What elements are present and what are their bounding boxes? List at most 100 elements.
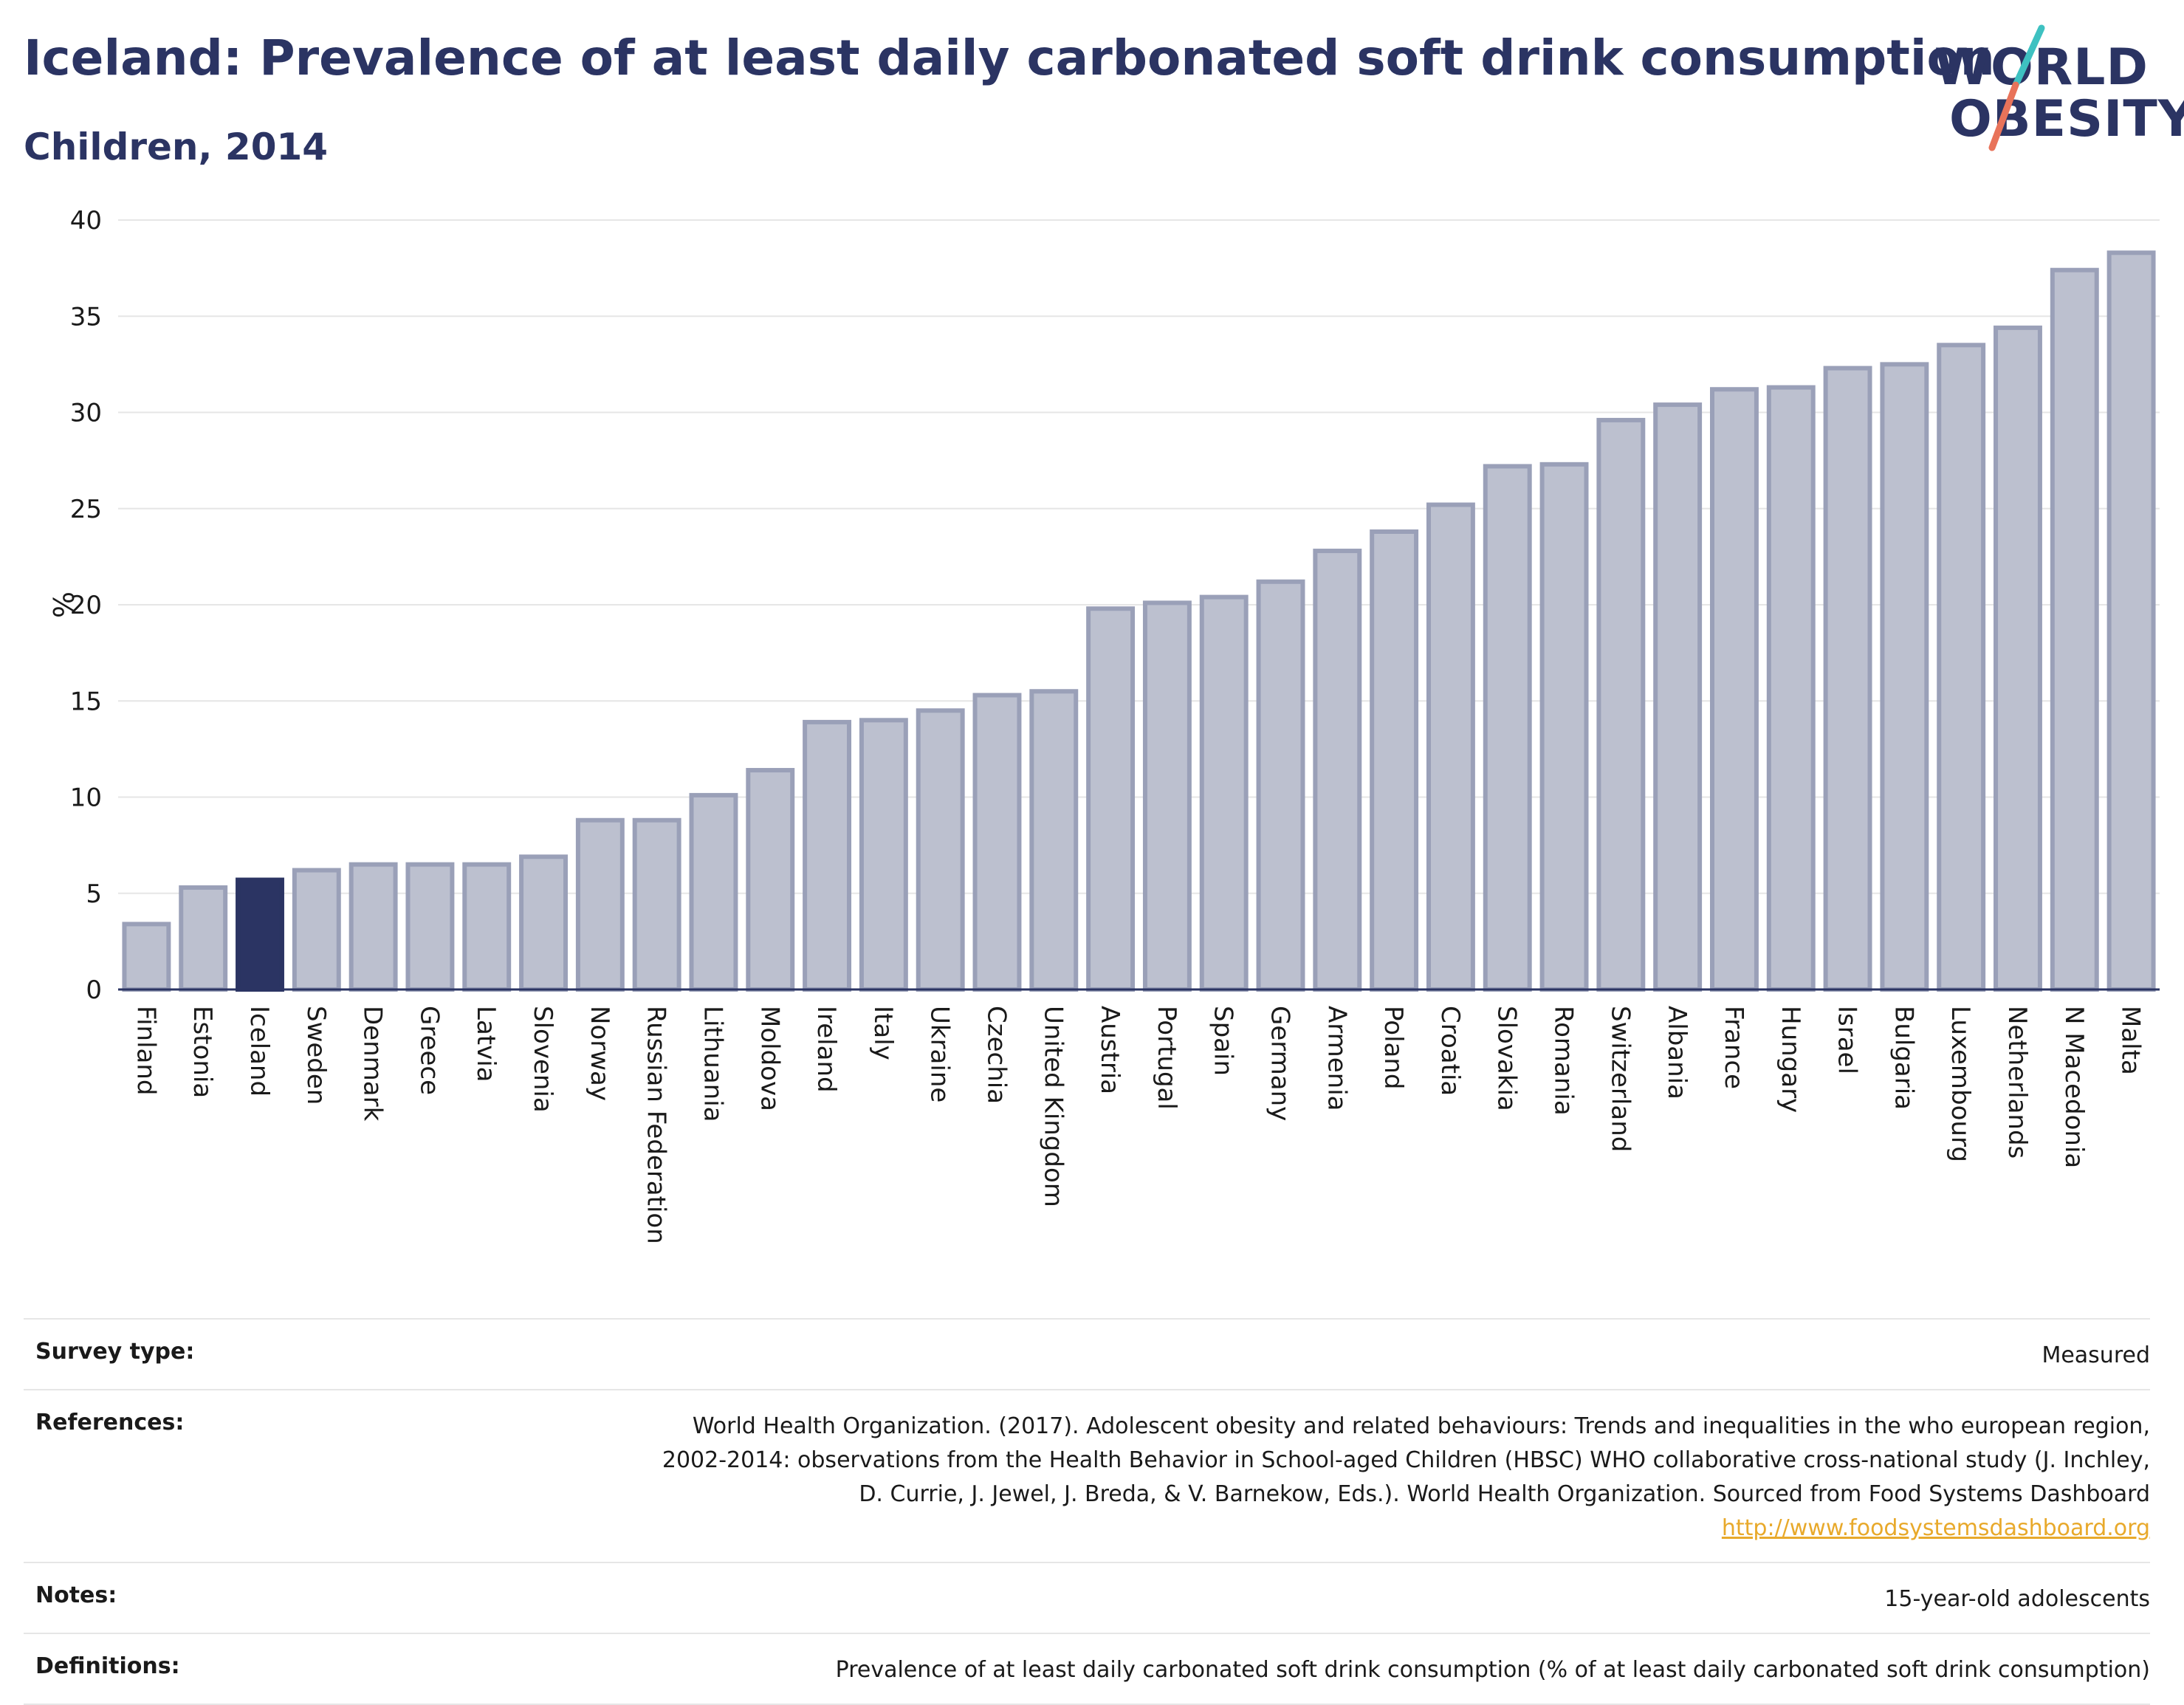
x-tick-label: Latvia bbox=[471, 1006, 501, 1083]
bar bbox=[689, 792, 738, 992]
x-tick-label: Spain bbox=[1209, 1006, 1238, 1076]
bar bbox=[1653, 402, 1703, 992]
bar bbox=[179, 885, 228, 992]
references-line-1: World Health Organization. (2017). Adole… bbox=[692, 1413, 2150, 1439]
y-axis-label: % bbox=[47, 591, 79, 618]
references-row: References: World Health Organization. (… bbox=[24, 1389, 2150, 1562]
x-tick-label: Italy bbox=[868, 1006, 898, 1060]
x-tick-label: Switzerland bbox=[1605, 1006, 1635, 1152]
x-tick-label: Ireland bbox=[811, 1006, 841, 1093]
x-tick-label: Ukraine bbox=[925, 1006, 955, 1102]
notes-value: 15-year-old adolescents bbox=[1884, 1586, 2150, 1612]
x-tick-label: Denmark bbox=[358, 1006, 388, 1122]
logo-line-1: WORLD bbox=[1934, 38, 2149, 97]
bar bbox=[1142, 600, 1192, 992]
bar bbox=[405, 862, 455, 992]
x-tick-label: United Kingdom bbox=[1038, 1006, 1068, 1207]
y-tick-label: 30 bbox=[70, 399, 102, 428]
bar bbox=[803, 719, 852, 992]
bar bbox=[348, 862, 398, 992]
x-tick-label: Luxembourg bbox=[1946, 1006, 1975, 1162]
bar bbox=[462, 862, 512, 992]
bar bbox=[1937, 343, 1986, 992]
x-tick-label: Romania bbox=[1549, 1006, 1579, 1116]
x-tick-label: Sweden bbox=[301, 1006, 331, 1105]
references-line-3: D. Currie, J. Jewel, J. Breda, & V. Barn… bbox=[859, 1481, 2150, 1507]
bar bbox=[1256, 579, 1305, 992]
y-tick-label: 15 bbox=[70, 687, 102, 716]
x-tick-label: Bulgaria bbox=[1889, 1006, 1918, 1110]
bar bbox=[1426, 502, 1475, 992]
x-tick-label: Germany bbox=[1266, 1006, 1295, 1121]
logo-line-2: OBESITY bbox=[1949, 90, 2184, 148]
y-tick-label: 25 bbox=[70, 495, 102, 524]
references-line-2: 2002-2014: observations from the Health … bbox=[662, 1447, 2150, 1473]
x-tick-label: Czechia bbox=[981, 1006, 1011, 1104]
bar bbox=[575, 817, 625, 992]
bar bbox=[2106, 250, 2156, 992]
chart-title: Iceland: Prevalence of at least daily ca… bbox=[24, 30, 1995, 86]
bar bbox=[1596, 417, 1646, 992]
x-tick-label: Moldova bbox=[755, 1006, 784, 1111]
bar bbox=[1086, 606, 1136, 992]
x-tick-label: Iceland bbox=[244, 1006, 274, 1097]
y-tick-label: 20 bbox=[70, 591, 102, 620]
bar bbox=[2050, 267, 2099, 992]
x-tick-label: Austria bbox=[1095, 1006, 1124, 1094]
x-tick-label: N Macedonia bbox=[2059, 1006, 2089, 1168]
bar bbox=[1029, 689, 1079, 992]
bar bbox=[972, 693, 1022, 992]
bar bbox=[1313, 549, 1362, 992]
x-tick-label: Netherlands bbox=[2002, 1006, 2032, 1159]
bar bbox=[1483, 464, 1532, 992]
bar bbox=[746, 768, 795, 992]
x-tick-label: Portugal bbox=[1152, 1006, 1181, 1110]
logo-slash-icon bbox=[1988, 24, 2045, 151]
notes-label: Notes: bbox=[35, 1582, 117, 1608]
x-tick-label: Finland bbox=[131, 1006, 160, 1096]
bar bbox=[1539, 462, 1589, 992]
x-tick-label: Lithuania bbox=[698, 1006, 727, 1122]
bar bbox=[1823, 366, 1872, 992]
x-tick-label: France bbox=[1719, 1006, 1748, 1089]
survey-type-label: Survey type: bbox=[35, 1339, 195, 1365]
x-tick-label: Albania bbox=[1662, 1006, 1692, 1099]
x-tick-label: Slovenia bbox=[528, 1006, 557, 1113]
references-value: World Health Organization. (2017). Adole… bbox=[662, 1410, 2150, 1546]
x-tick-label: Armenia bbox=[1322, 1006, 1351, 1111]
x-tick-label: Poland bbox=[1378, 1006, 1408, 1090]
references-link[interactable]: http://www.foodsystemsdashboard.org bbox=[1721, 1515, 2150, 1541]
bar bbox=[632, 817, 681, 992]
y-tick-label: 0 bbox=[86, 975, 102, 1005]
x-tick-label: Slovakia bbox=[1492, 1006, 1522, 1111]
bar bbox=[1766, 385, 1816, 992]
bar bbox=[1370, 529, 1419, 992]
definitions-label: Definitions: bbox=[35, 1653, 180, 1679]
y-tick-label: 40 bbox=[70, 206, 102, 236]
x-tick-label: Russian Federation bbox=[642, 1006, 671, 1244]
x-tick-label: Croatia bbox=[1435, 1006, 1465, 1096]
metadata-table: Survey type: Measured References: World … bbox=[24, 1318, 2150, 1705]
survey-type-value: Measured bbox=[2042, 1342, 2150, 1368]
y-tick-label: 5 bbox=[86, 879, 102, 909]
x-tick-label: Israel bbox=[1833, 1006, 1862, 1074]
references-label: References: bbox=[35, 1410, 185, 1435]
bar bbox=[1199, 594, 1249, 992]
bar bbox=[1710, 387, 1759, 992]
x-tick-label: Greece bbox=[414, 1006, 444, 1095]
bar bbox=[1880, 362, 1929, 992]
world-obesity-logo: WORLD OBESITY bbox=[1927, 22, 2184, 155]
bar bbox=[236, 877, 284, 992]
definitions-row: Definitions: Prevalence of at least dail… bbox=[24, 1633, 2150, 1705]
y-tick-label: 10 bbox=[70, 783, 102, 813]
x-tick-label: Norway bbox=[585, 1006, 614, 1101]
notes-row: Notes: 15-year-old adolescents bbox=[24, 1562, 2150, 1633]
chart-subtitle: Children, 2014 bbox=[24, 126, 329, 168]
bar bbox=[519, 854, 568, 992]
bar bbox=[292, 868, 341, 992]
x-tick-label: Estonia bbox=[188, 1006, 217, 1098]
x-tick-label: Malta bbox=[2116, 1006, 2146, 1075]
x-tick-label: Hungary bbox=[1776, 1006, 1805, 1113]
bar bbox=[916, 708, 965, 992]
bar bbox=[859, 718, 908, 992]
